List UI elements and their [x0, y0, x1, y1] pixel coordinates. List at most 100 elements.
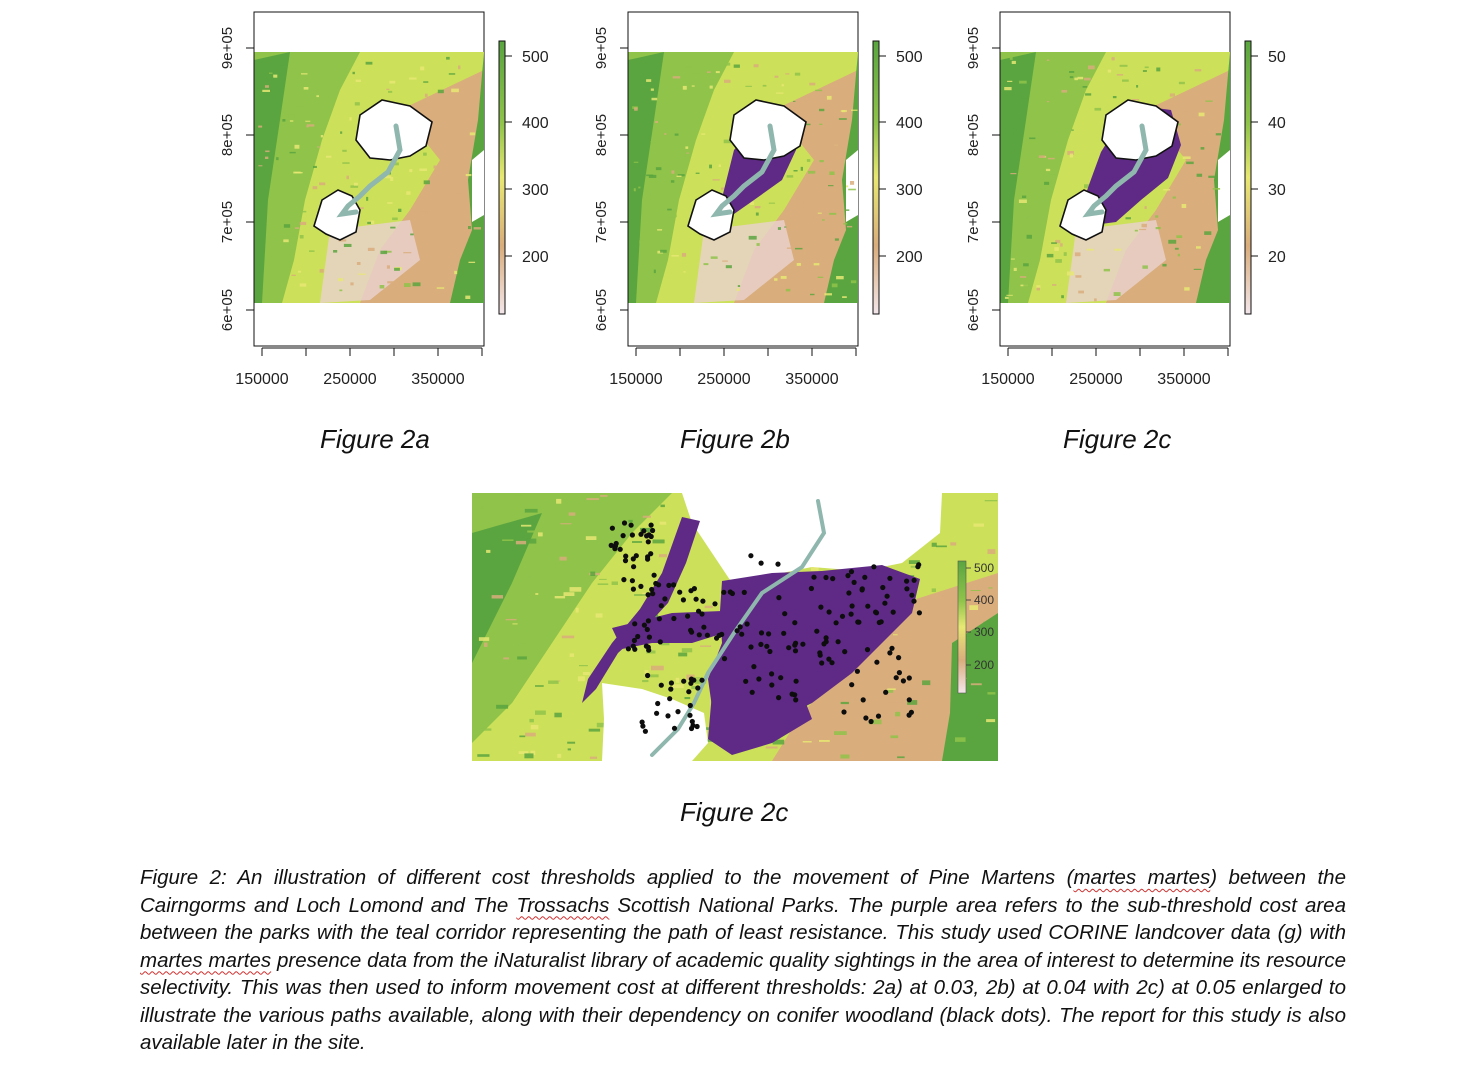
conifer-dot	[721, 656, 728, 662]
landcover-speck	[1009, 56, 1013, 60]
conifer-dot	[781, 630, 787, 636]
conifer-dot	[758, 630, 765, 636]
landcover-speck	[703, 263, 709, 266]
legend-tick-label: 300	[974, 625, 994, 639]
landcover-speck	[1007, 80, 1013, 82]
landcover-speck	[1022, 195, 1027, 198]
landcover-speck	[597, 583, 609, 585]
landcover-speck	[474, 493, 481, 498]
landcover-speck	[585, 536, 597, 540]
landcover-speck	[678, 652, 688, 657]
landcover-speck	[675, 677, 680, 683]
landcover-speck	[986, 719, 996, 723]
landcover-speck	[1181, 204, 1187, 208]
landcover-speck	[840, 754, 850, 759]
conifer-dot	[849, 682, 855, 688]
landcover-speck	[658, 554, 667, 558]
conifer-dot	[632, 621, 638, 627]
landcover-speck	[338, 239, 347, 242]
conifer-dot	[650, 527, 656, 534]
conifer-dot	[818, 604, 824, 610]
landcover-coastal	[1196, 52, 1230, 303]
landcover-speck	[423, 180, 430, 185]
landcover-speck	[502, 539, 514, 541]
landcover-speck	[383, 250, 392, 253]
landcover-speck	[674, 133, 679, 136]
landcover-speck	[519, 735, 526, 738]
landcover-speck	[611, 581, 618, 585]
landcover-speck	[1020, 276, 1027, 278]
conifer-dot	[688, 725, 695, 732]
landcover-speck	[748, 235, 757, 240]
landcover-speck	[1186, 161, 1194, 165]
landcover-speck	[258, 165, 263, 167]
conifer-dot	[862, 574, 868, 580]
conifer-dot	[656, 616, 662, 622]
landcover-speck	[815, 89, 823, 92]
landcover-speck	[299, 221, 307, 225]
landcover-speck	[379, 285, 385, 289]
landcover-speck	[895, 711, 901, 717]
landcover-speck	[419, 168, 427, 171]
landcover-speck	[829, 212, 837, 215]
landcover-speck	[271, 77, 274, 81]
landcover-speck	[1019, 80, 1027, 84]
landcover-speck	[1187, 147, 1193, 149]
landcover-speck	[535, 710, 546, 715]
landcover-speck	[838, 81, 847, 84]
landcover-speck	[657, 229, 663, 231]
landcover-speck	[984, 500, 998, 502]
conifer-dot	[680, 597, 686, 603]
landcover-speck	[1162, 263, 1167, 267]
landcover-speck	[931, 588, 936, 592]
landcover-speck	[1212, 188, 1221, 190]
conifer-dot	[695, 685, 701, 691]
conifer-dot	[700, 598, 706, 604]
landcover-speck	[505, 618, 517, 621]
landcover-speck	[700, 645, 712, 647]
landcover-speck	[556, 498, 562, 504]
landcover-speck	[394, 267, 400, 271]
landcover-speck	[850, 280, 857, 284]
landcover-speck	[806, 159, 811, 162]
map-plot-2b: 150000 250000 350000 6e+05 7e+05 8e+05 9e+05 50…	[593, 11, 923, 388]
landcover-speck	[819, 740, 830, 742]
landcover-speck	[406, 191, 411, 195]
conifer-dot	[756, 676, 762, 682]
conifer-dot	[778, 675, 784, 681]
landcover-speck	[316, 95, 319, 98]
landcover-speck	[1051, 242, 1057, 244]
landcover-speck	[1141, 223, 1147, 228]
landcover-speck	[557, 753, 562, 758]
landcover-speck	[887, 688, 896, 690]
landcover-speck	[628, 519, 633, 523]
landcover-lowland	[1066, 220, 1166, 303]
landcover-speck	[1066, 271, 1075, 276]
landcover-speck	[1055, 239, 1061, 244]
conifer-dot	[645, 672, 651, 679]
conifer-dot	[662, 596, 668, 602]
landcover-speck	[265, 156, 269, 159]
landcover-speck	[333, 250, 338, 253]
landcover-speck	[826, 95, 832, 100]
y-tick-label: 6e+05	[219, 289, 236, 331]
landcover-speck	[737, 285, 741, 287]
landcover-speck	[646, 650, 656, 654]
landcover-speck	[655, 167, 662, 171]
landcover-speck	[784, 226, 787, 228]
landcover-speck	[265, 85, 269, 88]
estuary	[472, 150, 484, 222]
conifer-dot	[878, 619, 884, 625]
landcover-speck	[632, 541, 643, 543]
landcover-speck	[1045, 168, 1051, 172]
landcover-speck	[671, 170, 675, 174]
conifer-dot	[640, 723, 646, 729]
landcover-speck	[1119, 64, 1128, 67]
landcover-speck	[567, 741, 576, 744]
landcover-speck	[1103, 268, 1110, 272]
landcover-speck	[387, 281, 394, 284]
landcover-speck	[355, 79, 361, 82]
landcover-speck	[834, 731, 847, 735]
conifer-dot	[667, 696, 673, 702]
landcover-speck	[1047, 157, 1055, 160]
